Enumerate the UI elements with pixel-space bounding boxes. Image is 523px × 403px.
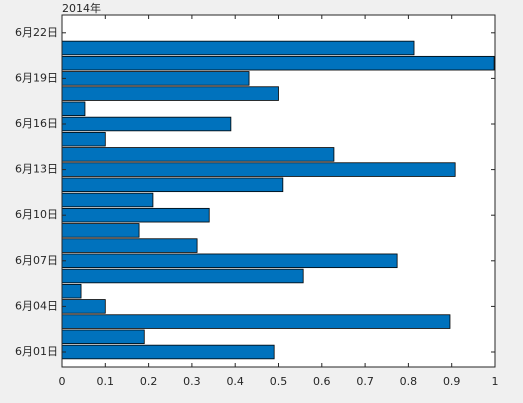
bar: [61, 101, 86, 117]
annotation: 2014年: [62, 1, 101, 15]
bar: [61, 299, 106, 314]
bar: [61, 253, 398, 269]
y-tick-label: 6月22日: [15, 26, 58, 39]
bar: [61, 314, 451, 329]
bar: [61, 344, 275, 360]
x-tick-label: 0.6: [313, 375, 331, 388]
bar: [61, 283, 82, 299]
bar: [61, 162, 456, 177]
y-tick-label: 6月13日: [15, 163, 58, 176]
bar: [61, 177, 284, 193]
x-tick-label: 1: [492, 375, 499, 388]
x-tick-label: 0.7: [356, 375, 374, 388]
bar: [61, 223, 140, 238]
y-tick-label: 6月01日: [15, 345, 58, 358]
bar: [61, 116, 232, 132]
x-tick-label: 0.3: [183, 375, 201, 388]
x-tick-label: 0.5: [270, 375, 288, 388]
bar: [61, 329, 145, 345]
y-tick-label: 6月10日: [15, 208, 58, 221]
bar: [61, 86, 279, 101]
y-tick-label: 6月04日: [15, 299, 58, 312]
bar: [61, 40, 415, 56]
x-tick-label: 0.4: [226, 375, 244, 388]
bar: [61, 55, 495, 71]
bar: [61, 131, 106, 147]
y-tick-label: 6月07日: [15, 254, 58, 267]
bar: [61, 238, 198, 253]
x-tick-label: 0.8: [400, 375, 418, 388]
bar: [61, 207, 210, 223]
bar: [61, 192, 154, 208]
bar: [61, 147, 335, 162]
axes-frame: [61, 14, 496, 368]
x-tick-label: 0.1: [97, 375, 115, 388]
y-tick-label: 6月19日: [15, 71, 58, 84]
x-tick-label: 0.2: [140, 375, 158, 388]
x-tick-label: 0: [59, 375, 66, 388]
bar: [61, 268, 304, 284]
bar: [61, 71, 250, 86]
x-tick-label: 0.9: [443, 375, 461, 388]
y-tick-label: 6月16日: [15, 117, 58, 130]
